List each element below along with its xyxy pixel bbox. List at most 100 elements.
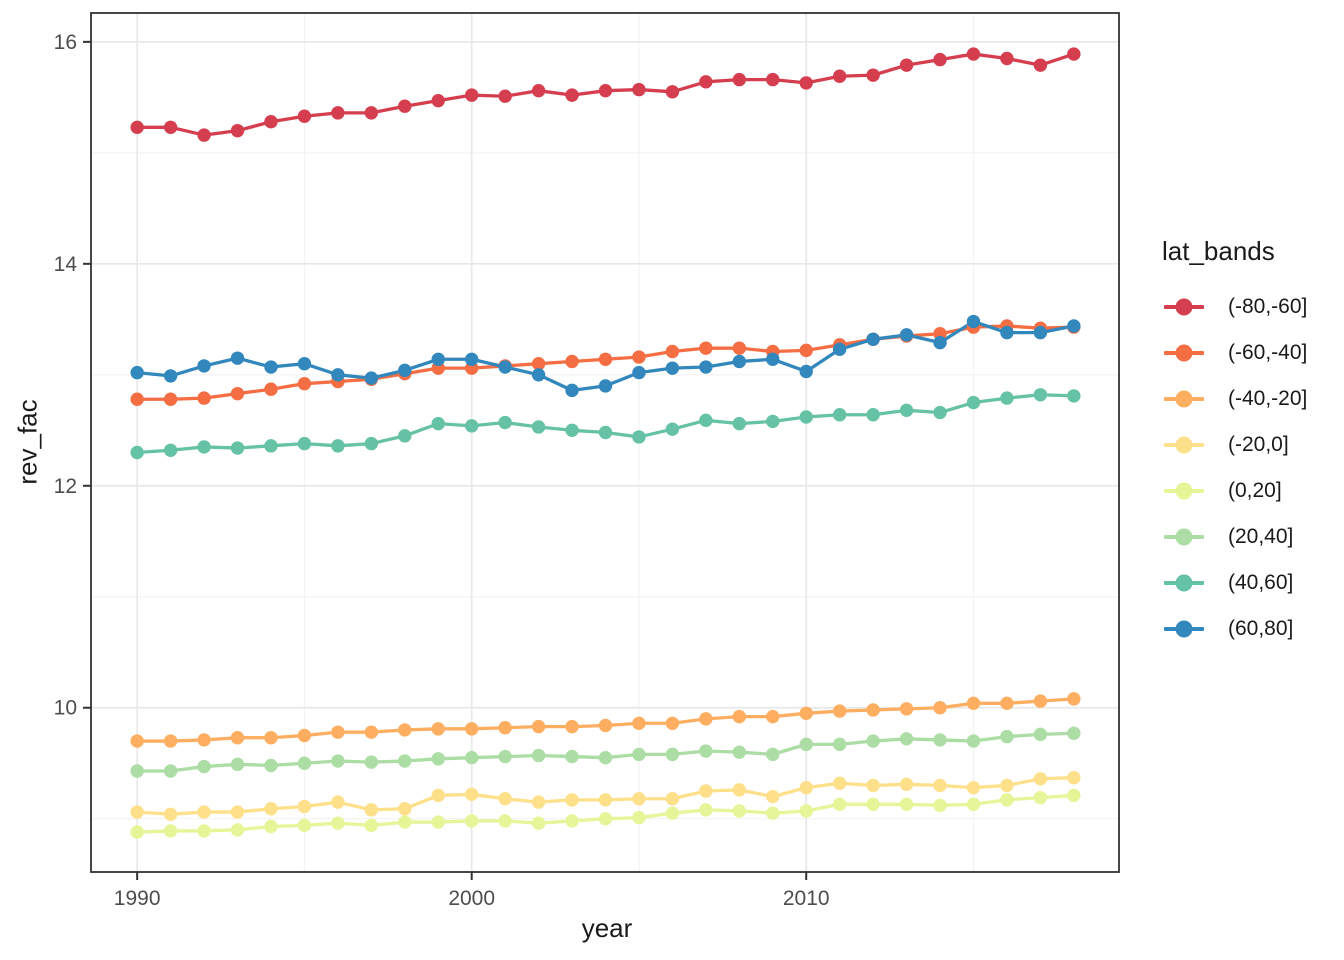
data-point-(40,60][interactable]	[933, 405, 947, 420]
data-point-(40,60][interactable]	[632, 430, 646, 444]
data-point-(-20,0][interactable]	[899, 777, 914, 792]
data-point-(40,60][interactable]	[464, 419, 479, 433]
data-point-(-80,-60][interactable]	[130, 120, 144, 135]
data-point-(-80,-60][interactable]	[866, 68, 880, 82]
data-point-(40,60][interactable]	[130, 445, 144, 460]
data-point-(0,20][interactable]	[498, 814, 512, 828]
data-point-(-40,-20][interactable]	[431, 722, 445, 736]
data-point-(-20,0][interactable]	[766, 789, 780, 804]
legend-item[interactable]: (-60,-40]	[1158, 330, 1307, 376]
data-point-(40,60][interactable]	[832, 408, 847, 422]
data-point-(-40,-20][interactable]	[130, 734, 144, 748]
data-point-(-80,-60][interactable]	[766, 72, 780, 87]
data-point-(0,20][interactable]	[598, 812, 613, 826]
data-point-(20,40][interactable]	[832, 737, 847, 752]
data-point-(20,40][interactable]	[498, 749, 512, 764]
data-point-(40,60][interactable]	[364, 436, 379, 451]
data-point-(40,60][interactable]	[766, 414, 780, 429]
data-point-(-80,-60][interactable]	[665, 85, 680, 99]
data-point-(60,80][interactable]	[1067, 319, 1081, 333]
data-point-(-20,0][interactable]	[364, 803, 379, 817]
data-point-(0,20][interactable]	[331, 816, 345, 830]
data-point-(-40,-20][interactable]	[197, 733, 211, 747]
data-point-(60,80][interactable]	[364, 371, 379, 385]
data-point-(-40,-20][interactable]	[699, 712, 713, 726]
data-point-(20,40][interactable]	[264, 758, 278, 773]
data-point-(-40,-20][interactable]	[933, 701, 947, 715]
data-point-(-20,0][interactable]	[966, 780, 981, 795]
data-point-(-60,-40][interactable]	[665, 344, 680, 359]
data-point-(0,20][interactable]	[933, 798, 947, 813]
data-point-(40,60][interactable]	[699, 413, 713, 428]
data-point-(-60,-40][interactable]	[130, 392, 144, 406]
data-point-(0,20][interactable]	[1033, 790, 1048, 805]
data-point-(60,80][interactable]	[1000, 325, 1014, 340]
data-point-(60,80][interactable]	[264, 360, 278, 374]
data-point-(-40,-20][interactable]	[732, 709, 747, 724]
data-point-(40,60][interactable]	[264, 439, 278, 453]
data-point-(60,80][interactable]	[1033, 325, 1048, 340]
data-point-(0,20][interactable]	[665, 806, 680, 820]
data-point-(-20,0][interactable]	[197, 805, 211, 819]
data-point-(-60,-40][interactable]	[799, 343, 813, 358]
data-point-(60,80][interactable]	[531, 368, 546, 382]
data-point-(20,40][interactable]	[1000, 729, 1014, 744]
data-point-(40,60][interactable]	[899, 403, 914, 418]
data-point-(-40,-20][interactable]	[230, 731, 245, 745]
data-point-(-40,-20][interactable]	[163, 734, 178, 748]
data-point-(60,80][interactable]	[431, 352, 445, 366]
data-point-(0,20][interactable]	[364, 818, 379, 833]
data-point-(20,40][interactable]	[699, 744, 713, 758]
data-point-(40,60][interactable]	[1067, 389, 1081, 403]
data-point-(20,40][interactable]	[230, 757, 245, 772]
data-point-(-40,-20][interactable]	[531, 719, 546, 734]
data-point-(-80,-60][interactable]	[899, 58, 914, 72]
data-point-(60,80][interactable]	[130, 365, 144, 380]
data-point-(-20,0][interactable]	[799, 780, 813, 795]
data-point-(-20,0][interactable]	[866, 778, 880, 793]
data-point-(-60,-40][interactable]	[632, 350, 646, 364]
data-point-(40,60][interactable]	[163, 443, 178, 457]
data-point-(60,80][interactable]	[565, 383, 579, 398]
data-point-(-80,-60][interactable]	[598, 83, 613, 98]
data-point-(60,80][interactable]	[498, 360, 512, 374]
data-point-(20,40][interactable]	[163, 764, 178, 778]
data-point-(60,80][interactable]	[331, 368, 345, 382]
data-point-(0,20][interactable]	[565, 814, 579, 828]
data-point-(-40,-20][interactable]	[264, 731, 278, 745]
data-point-(0,20][interactable]	[431, 815, 445, 829]
data-point-(60,80][interactable]	[966, 314, 981, 329]
data-point-(60,80][interactable]	[598, 379, 613, 393]
data-point-(20,40][interactable]	[1033, 727, 1048, 742]
data-point-(60,80][interactable]	[699, 360, 713, 374]
data-point-(20,40][interactable]	[766, 747, 780, 762]
data-point-(0,20][interactable]	[531, 816, 546, 830]
data-point-(-60,-40][interactable]	[197, 391, 211, 405]
data-point-(20,40][interactable]	[665, 747, 680, 762]
data-point-(-20,0][interactable]	[398, 802, 412, 816]
data-point-(-80,-60][interactable]	[230, 123, 245, 138]
data-point-(20,40][interactable]	[933, 733, 947, 747]
data-point-(60,80][interactable]	[632, 365, 646, 380]
data-point-(-80,-60][interactable]	[464, 88, 479, 102]
data-point-(-80,-60][interactable]	[297, 109, 312, 123]
data-point-(0,20][interactable]	[197, 824, 211, 838]
data-point-(-40,-20][interactable]	[498, 721, 512, 735]
data-point-(-40,-20][interactable]	[632, 716, 646, 730]
data-point-(-20,0][interactable]	[732, 783, 747, 797]
data-point-(0,20][interactable]	[632, 810, 646, 825]
data-point-(60,80][interactable]	[197, 359, 211, 373]
data-point-(-20,0][interactable]	[130, 805, 144, 819]
legend-item[interactable]: (20,40]	[1158, 514, 1307, 560]
data-point-(40,60][interactable]	[331, 439, 345, 453]
data-point-(-40,-20][interactable]	[364, 725, 379, 739]
data-point-(-80,-60][interactable]	[331, 106, 345, 120]
data-point-(0,20][interactable]	[832, 797, 847, 812]
data-point-(20,40][interactable]	[899, 732, 914, 746]
data-point-(-80,-60][interactable]	[264, 115, 278, 129]
legend-item[interactable]: (0,20]	[1158, 468, 1307, 514]
data-point-(-20,0][interactable]	[230, 805, 245, 819]
data-point-(40,60][interactable]	[498, 415, 512, 430]
data-point-(-20,0][interactable]	[565, 793, 579, 807]
data-point-(40,60][interactable]	[598, 425, 613, 440]
